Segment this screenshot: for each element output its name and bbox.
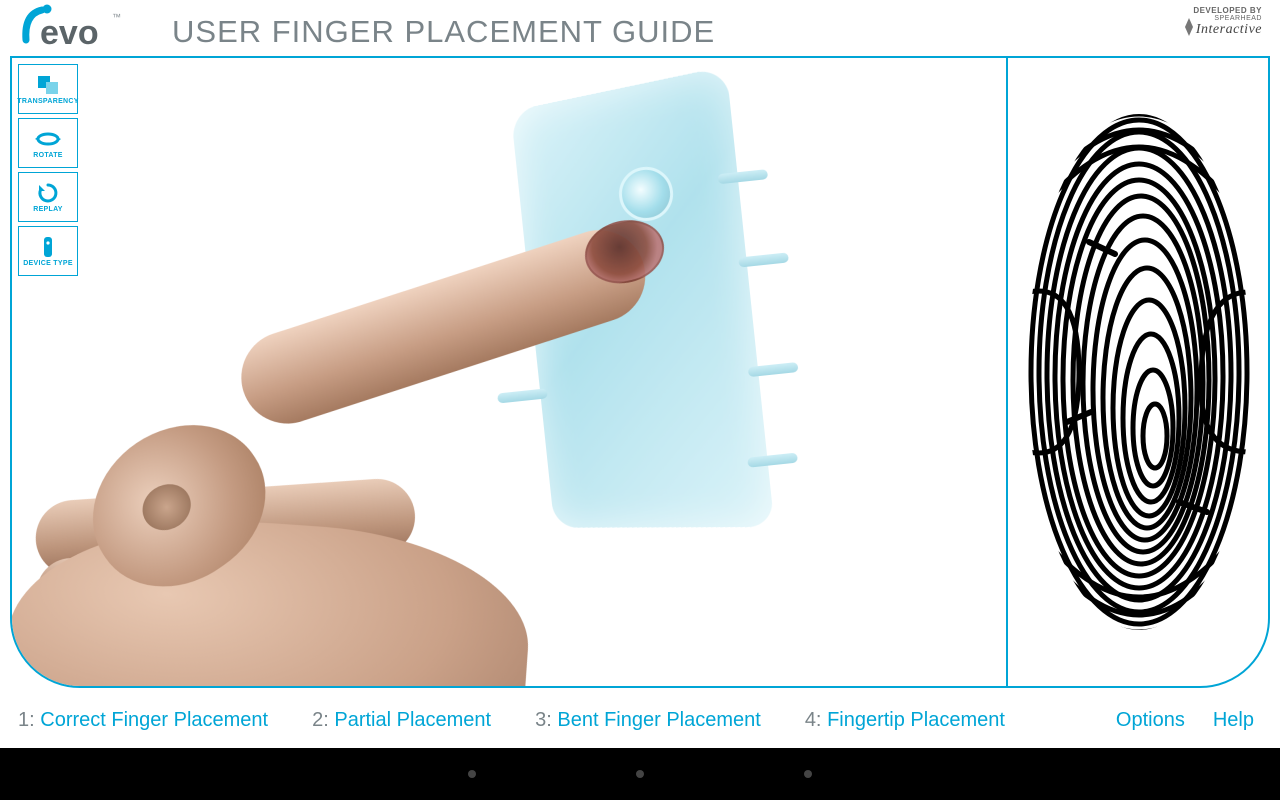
spearhead-icon [1184,18,1194,36]
header: evo ™ USER FINGER PLACEMENT GUIDE DEVELO… [0,0,1280,58]
bottom-nav: 1: Correct Finger Placement 2: Partial P… [0,694,1280,746]
nav-number: 3: [535,709,552,731]
nav-label: Bent Finger Placement [557,709,760,731]
nav-number: 2: [312,709,329,731]
brand-logo: evo ™ [14,0,154,58]
android-navbar [0,748,1280,800]
developer-credit: DEVELOPED BY SPEARHEAD Interactive [1184,6,1262,38]
options-button[interactable]: Options [1116,709,1185,732]
viewport-3d[interactable] [12,58,1006,686]
nav-label: Partial Placement [334,709,491,731]
svg-text:evo: evo [40,14,99,52]
nav-dot[interactable] [636,770,644,778]
help-button[interactable]: Help [1213,709,1254,732]
nav-correct-placement[interactable]: 1: Correct Finger Placement [18,709,268,732]
nav-label: Correct Finger Placement [40,709,268,731]
dev-brand-bottom: Interactive [1196,22,1262,38]
nav-dot[interactable] [468,770,476,778]
page-title: USER FINGER PLACEMENT GUIDE [172,14,715,50]
dev-brand-top: SPEARHEAD [1196,15,1262,22]
nav-bent-placement[interactable]: 3: Bent Finger Placement [535,709,761,732]
fingerprint-panel [1008,58,1270,686]
nav-label: Fingertip Placement [827,709,1005,731]
app-root: evo ™ USER FINGER PLACEMENT GUIDE DEVELO… [0,0,1280,800]
nav-fingertip-placement[interactable]: 4: Fingertip Placement [805,709,1005,732]
nav-partial-placement[interactable]: 2: Partial Placement [312,709,491,732]
nav-dot[interactable] [804,770,812,778]
developed-by-label: DEVELOPED BY [1184,6,1262,15]
nav-number: 1: [18,709,35,731]
trademark-symbol: ™ [112,12,121,22]
content-area: evo ™ USER FINGER PLACEMENT GUIDE DEVELO… [0,0,1280,748]
fingerprint-graphic [1019,92,1259,652]
hand-model [12,154,784,686]
nav-number: 4: [805,709,822,731]
